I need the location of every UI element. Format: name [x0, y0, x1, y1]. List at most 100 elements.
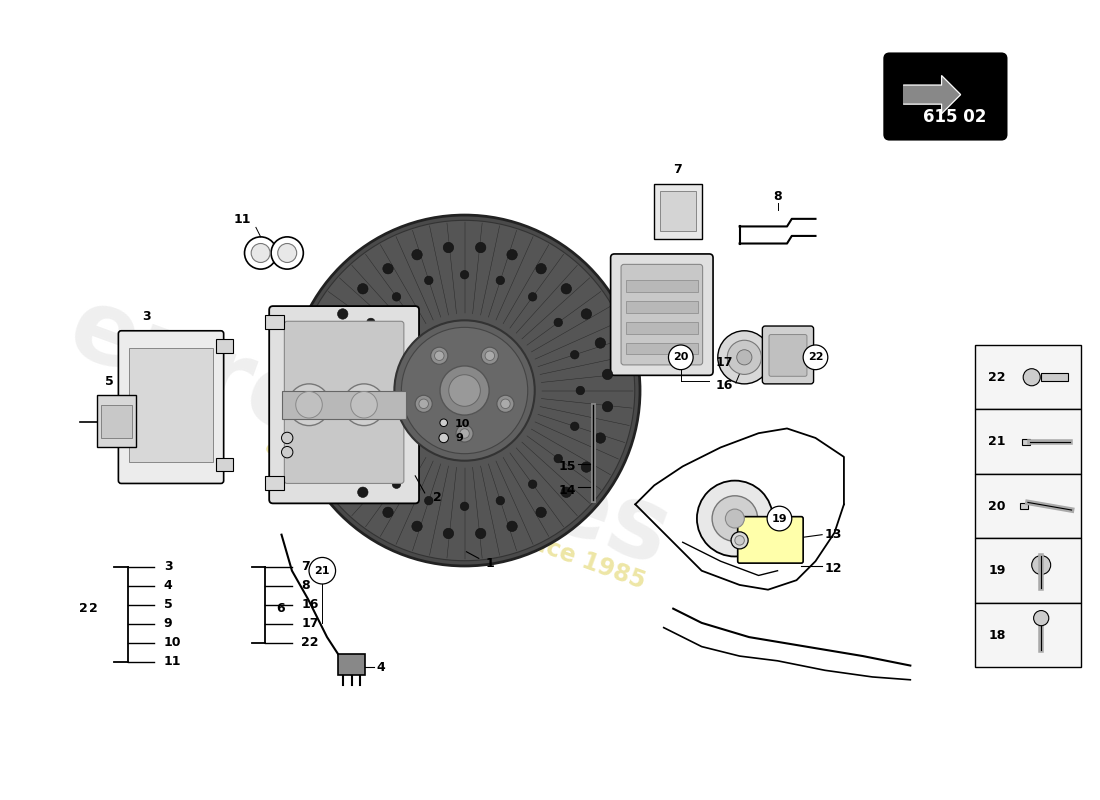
FancyBboxPatch shape — [769, 334, 807, 376]
Text: 22: 22 — [988, 370, 1005, 384]
Circle shape — [497, 395, 514, 412]
Bar — [975, 410, 1081, 474]
Circle shape — [456, 425, 473, 442]
Text: 17: 17 — [301, 618, 319, 630]
Text: 21: 21 — [988, 435, 1005, 448]
Circle shape — [402, 327, 528, 454]
Circle shape — [460, 502, 469, 510]
Bar — [975, 603, 1081, 667]
Bar — [283, 390, 406, 419]
Circle shape — [500, 399, 510, 409]
Bar — [626, 281, 697, 292]
Text: 615 02: 615 02 — [923, 108, 987, 126]
Circle shape — [767, 506, 792, 531]
Circle shape — [323, 338, 334, 348]
Circle shape — [554, 454, 562, 463]
Bar — [654, 184, 702, 238]
Text: 15: 15 — [559, 460, 576, 473]
Text: 7: 7 — [301, 561, 310, 574]
Circle shape — [440, 366, 490, 415]
Bar — [626, 322, 697, 334]
Text: 3: 3 — [143, 310, 151, 323]
Text: 2: 2 — [79, 602, 88, 615]
Circle shape — [350, 350, 359, 359]
Circle shape — [460, 429, 470, 438]
Circle shape — [603, 402, 613, 412]
Bar — [626, 343, 697, 354]
Circle shape — [282, 432, 293, 444]
Circle shape — [295, 220, 635, 561]
FancyBboxPatch shape — [285, 322, 404, 483]
Circle shape — [496, 276, 505, 285]
Circle shape — [439, 433, 449, 442]
FancyBboxPatch shape — [119, 330, 223, 483]
Bar — [216, 458, 233, 471]
Text: 2: 2 — [433, 491, 442, 504]
Text: 9: 9 — [164, 618, 173, 630]
Text: 19: 19 — [988, 564, 1005, 578]
Circle shape — [561, 487, 572, 498]
Circle shape — [460, 270, 469, 279]
Polygon shape — [904, 76, 960, 114]
Text: 7: 7 — [673, 163, 682, 176]
Text: 22: 22 — [301, 636, 319, 650]
Text: 11: 11 — [164, 655, 182, 668]
Text: 20: 20 — [988, 500, 1005, 513]
Text: 18: 18 — [988, 629, 1005, 642]
Bar — [975, 538, 1081, 603]
Bar — [975, 474, 1081, 538]
Circle shape — [443, 528, 453, 538]
Bar — [339, 654, 365, 675]
Circle shape — [358, 283, 368, 294]
FancyBboxPatch shape — [738, 517, 803, 563]
Bar — [975, 345, 1081, 410]
Circle shape — [475, 528, 486, 538]
Circle shape — [344, 386, 353, 394]
Bar — [265, 314, 285, 329]
Text: 17: 17 — [716, 355, 734, 369]
Text: 4: 4 — [376, 661, 385, 674]
Circle shape — [536, 507, 547, 518]
Bar — [1022, 439, 1030, 445]
Circle shape — [296, 391, 322, 418]
Text: 10: 10 — [164, 636, 182, 650]
Text: 22: 22 — [807, 352, 823, 362]
Circle shape — [289, 215, 640, 566]
Text: 6: 6 — [277, 602, 285, 615]
Circle shape — [338, 462, 348, 472]
Circle shape — [358, 487, 368, 498]
Circle shape — [282, 446, 293, 458]
FancyBboxPatch shape — [884, 54, 1007, 139]
Circle shape — [669, 345, 693, 370]
Circle shape — [536, 263, 547, 274]
Circle shape — [411, 250, 422, 260]
Circle shape — [366, 454, 375, 463]
Circle shape — [737, 350, 752, 365]
Circle shape — [393, 480, 400, 489]
Circle shape — [576, 386, 584, 394]
Circle shape — [485, 351, 495, 361]
Circle shape — [395, 320, 535, 461]
Circle shape — [718, 330, 771, 384]
Circle shape — [350, 422, 359, 430]
Circle shape — [317, 369, 327, 380]
Bar — [101, 405, 132, 438]
Circle shape — [561, 283, 572, 294]
Circle shape — [1023, 369, 1041, 386]
Text: a passion for parts since 1985: a passion for parts since 1985 — [262, 434, 648, 594]
Text: 19: 19 — [771, 514, 788, 523]
Text: 14: 14 — [559, 483, 576, 497]
Bar — [265, 476, 285, 490]
Bar — [660, 191, 696, 231]
Circle shape — [415, 395, 432, 412]
Text: 11: 11 — [234, 214, 252, 226]
Text: 5: 5 — [164, 598, 173, 611]
Circle shape — [1034, 610, 1048, 626]
Text: eurospares: eurospares — [56, 279, 683, 587]
Bar — [216, 339, 233, 353]
Circle shape — [351, 391, 377, 418]
Text: 21: 21 — [315, 566, 330, 576]
FancyBboxPatch shape — [621, 264, 703, 365]
Circle shape — [440, 419, 448, 426]
Circle shape — [343, 384, 385, 426]
